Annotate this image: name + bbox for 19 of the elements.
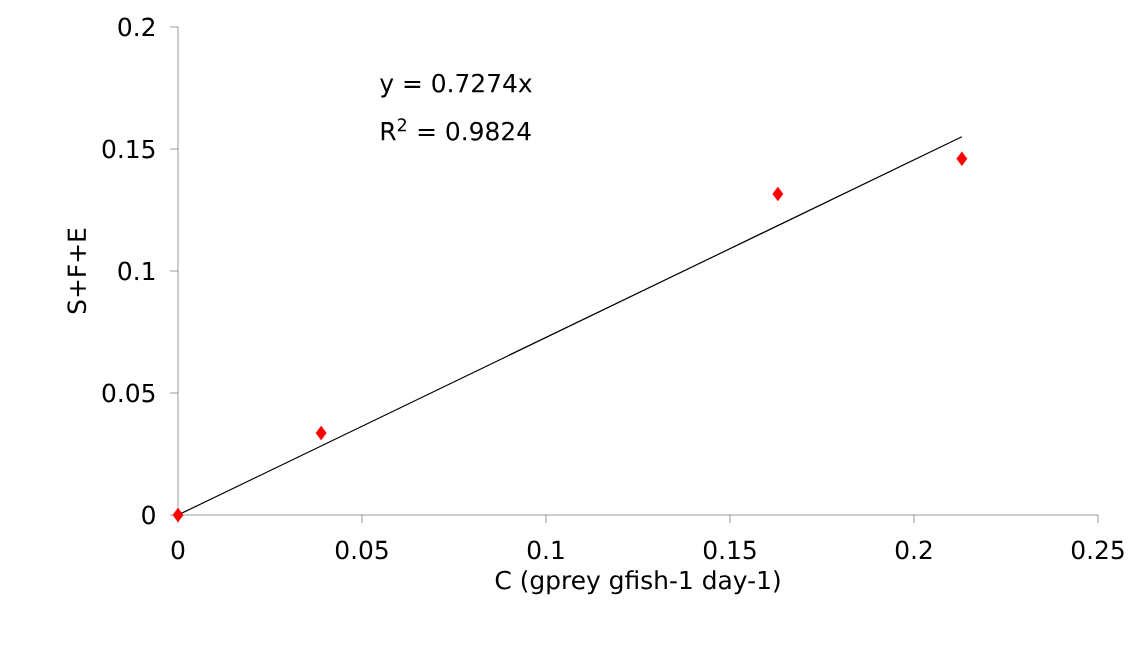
point (315, 425, 327, 441)
x-axis-title: C (gprey gfish-1 day-1) (495, 570, 780, 595)
annotation: y = 0.7274x (380, 73, 532, 98)
y-tick-label: 0.15 (102, 139, 155, 159)
x-tick-label: 0 (171, 540, 185, 560)
x-tick-label: 0.05 (335, 540, 388, 560)
x-tick-label: 0.2 (895, 540, 932, 560)
y-tick-label: 0.2 (118, 17, 154, 37)
x-tick-label: 0.15 (703, 540, 756, 560)
annotation: R$^{2}$ = 0.9824 (381, 118, 531, 141)
point (172, 507, 184, 523)
y-tick-label: 0.05 (102, 383, 155, 403)
x-tick-label: 0.1 (527, 540, 564, 560)
y-axis-title: S+F+E (67, 228, 87, 314)
point (772, 186, 784, 202)
x-tick-label: 0.25 (1071, 540, 1124, 560)
y-tick-label: 0 (142, 505, 155, 525)
y-tick-label: 0.1 (118, 261, 155, 281)
point (956, 151, 968, 166)
